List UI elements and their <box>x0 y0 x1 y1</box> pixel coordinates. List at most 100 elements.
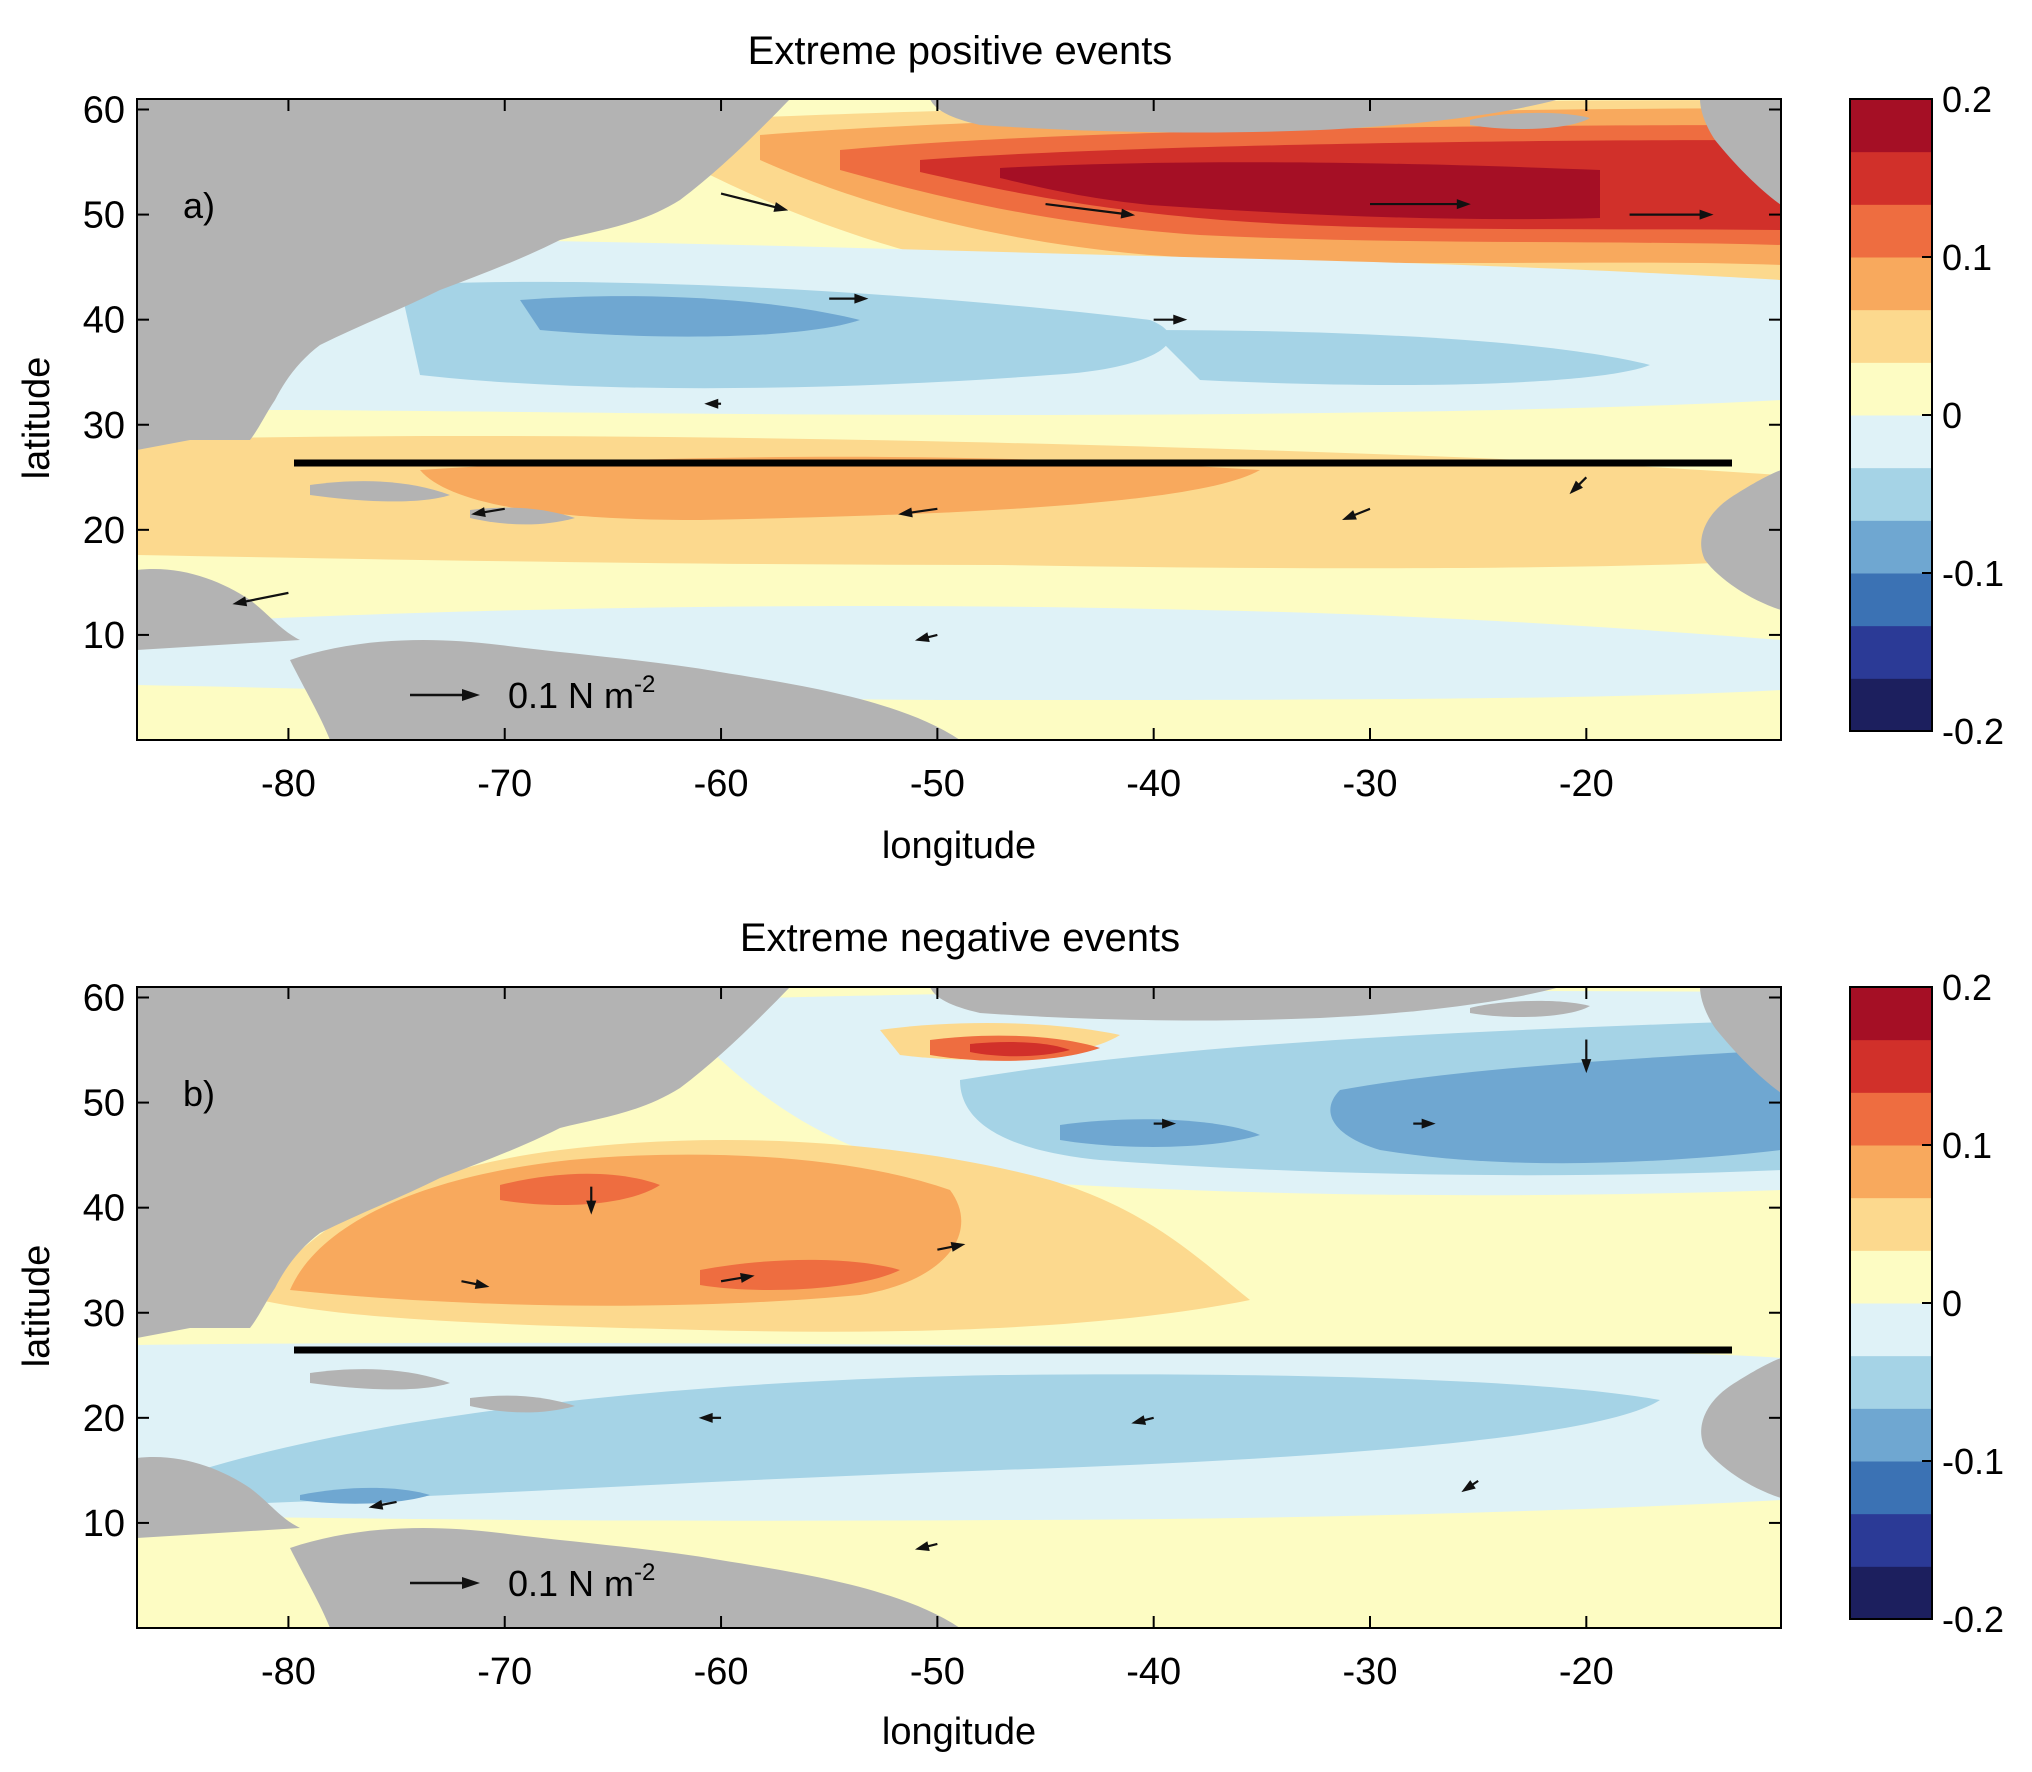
hispaniola-land <box>470 1395 575 1413</box>
colorbar-tick-label: 0.1 <box>1942 237 1992 278</box>
panel-b-xlabel: longitude <box>882 1711 1036 1753</box>
wind-vector-head <box>740 1272 755 1283</box>
wind-vector-head <box>1173 314 1188 325</box>
wind-vector-head <box>1699 209 1714 220</box>
europe-land <box>1700 99 1781 205</box>
colorbar-segment <box>1850 1303 1932 1357</box>
panel-a-land <box>137 99 1781 740</box>
colorbar-segment <box>1850 415 1932 469</box>
y-tick-label: 30 <box>83 1293 125 1335</box>
panel-b-scale-arrow: 0.1 N m-2 <box>410 1559 655 1604</box>
colorbar-segment <box>1850 309 1932 363</box>
africa-land <box>1701 1358 1781 1498</box>
wind-vector-head <box>1461 1480 1476 1493</box>
panel-a-title: Extreme positive events <box>748 29 1173 73</box>
scale-label: 0.1 N m-2 <box>508 1559 655 1604</box>
colorbar-segment <box>1850 573 1932 627</box>
anomaly-region <box>1150 330 1650 385</box>
colorbar-segment <box>1850 987 1932 1041</box>
wind-vector-head <box>1162 1118 1177 1129</box>
colorbar-segment <box>1850 625 1932 679</box>
y-tick-label: 20 <box>83 1398 125 1440</box>
y-tick-label: 10 <box>83 615 125 657</box>
central-america-land <box>137 569 300 650</box>
wind-vector-head <box>898 507 913 518</box>
wind-vector-head <box>854 293 869 304</box>
panel-b-ylabel: latitude <box>16 1245 58 1368</box>
wind-vector-shaft <box>1045 202 1125 215</box>
cuba-land <box>310 1369 450 1390</box>
panel-a: Extreme positive events <box>16 29 2004 867</box>
panel-b-colorbar: 0.2 0.1 0 -0.1 -0.2 <box>1849 967 2004 1640</box>
x-tick-label: -60 <box>694 1651 749 1693</box>
colorbar-segment <box>1850 1250 1932 1304</box>
scale-arrow-head <box>462 689 480 701</box>
colorbar-tick-label: 0.1 <box>1942 1125 1992 1166</box>
central-america-land <box>137 1457 300 1538</box>
colorbar-segment <box>1850 257 1932 311</box>
colorbar-segment <box>1850 362 1932 416</box>
wind-vector-head <box>1421 1118 1436 1129</box>
anomaly-region <box>1330 1050 1781 1164</box>
greenland-land <box>930 99 1560 133</box>
colorbar-tick-label: -0.2 <box>1942 711 2004 752</box>
wind-vector-shaft <box>482 507 505 514</box>
scale-label-exponent: -2 <box>634 1559 655 1586</box>
wind-vector-shaft <box>461 1280 479 1286</box>
colorbar-tick-label: -0.1 <box>1942 553 2004 594</box>
x-tick-label: -20 <box>1559 763 1614 805</box>
x-tick-label: -40 <box>1126 1651 1181 1693</box>
y-tick-label: 60 <box>83 90 125 132</box>
y-tick-label: 50 <box>83 1083 125 1125</box>
colorbar-segment <box>1850 1039 1932 1093</box>
wind-vector-head <box>1120 208 1136 219</box>
panel-b-land <box>137 987 1781 1628</box>
panel-b-letter: b) <box>183 1073 215 1114</box>
y-tick-label: 40 <box>83 300 125 342</box>
wind-vector-head <box>773 202 789 212</box>
panel-a-letter: a) <box>183 185 215 226</box>
hispaniola-land <box>470 507 575 525</box>
anomaly-region <box>970 1042 1070 1057</box>
colorbar-segment <box>1850 467 1932 521</box>
y-tick-label: 50 <box>83 195 125 237</box>
colorbar-segment <box>1850 1461 1932 1515</box>
wind-vector-head <box>1131 1415 1147 1425</box>
colorbar-segment <box>1850 678 1932 732</box>
scale-label-exponent: -2 <box>634 671 655 698</box>
wind-vector-head <box>586 1200 597 1215</box>
colorbar-segment <box>1850 1145 1932 1199</box>
cuba-land <box>310 481 450 502</box>
y-tick-label: 60 <box>83 978 125 1020</box>
colorbar-segment <box>1850 1092 1932 1146</box>
x-tick-label: -30 <box>1343 1651 1398 1693</box>
anomaly-region <box>520 296 860 337</box>
x-tick-label: -20 <box>1559 1651 1614 1693</box>
panel-b-wind-vectors <box>368 1039 1592 1551</box>
colorbar-tick-label: -0.2 <box>1942 1599 2004 1640</box>
colorbar-segment <box>1850 1197 1932 1251</box>
colorbar-segment <box>1850 151 1932 205</box>
scale-arrow-head <box>462 1577 480 1589</box>
anomaly-region <box>700 1259 900 1290</box>
panel-b-title: Extreme negative events <box>740 916 1180 960</box>
y-tick-label: 40 <box>83 1188 125 1230</box>
greenland-land <box>930 987 1560 1021</box>
wind-vector-head <box>474 1279 490 1289</box>
colorbar-segment <box>1850 99 1932 153</box>
panel-a-scale-arrow: 0.1 N m-2 <box>410 671 655 716</box>
wind-vector-shaft <box>720 192 778 209</box>
wind-vector-head <box>1342 510 1357 521</box>
x-tick-label: -40 <box>1126 763 1181 805</box>
south-america-land <box>290 640 960 740</box>
wind-vector-head <box>698 1412 713 1423</box>
wind-vector-shaft <box>937 1245 955 1251</box>
colorbar-segment <box>1850 1408 1932 1462</box>
colorbar-segment <box>1850 1513 1932 1567</box>
wind-vector-shaft <box>243 591 289 603</box>
panel-b-yticks: 60 50 40 30 20 10 <box>83 978 1781 1545</box>
wind-vector-shaft <box>379 1500 397 1507</box>
wind-vector-head <box>950 1241 966 1252</box>
panel-a-xlabel: longitude <box>882 825 1036 867</box>
panel-a-yticks: 60 50 40 30 20 10 <box>83 90 1781 657</box>
